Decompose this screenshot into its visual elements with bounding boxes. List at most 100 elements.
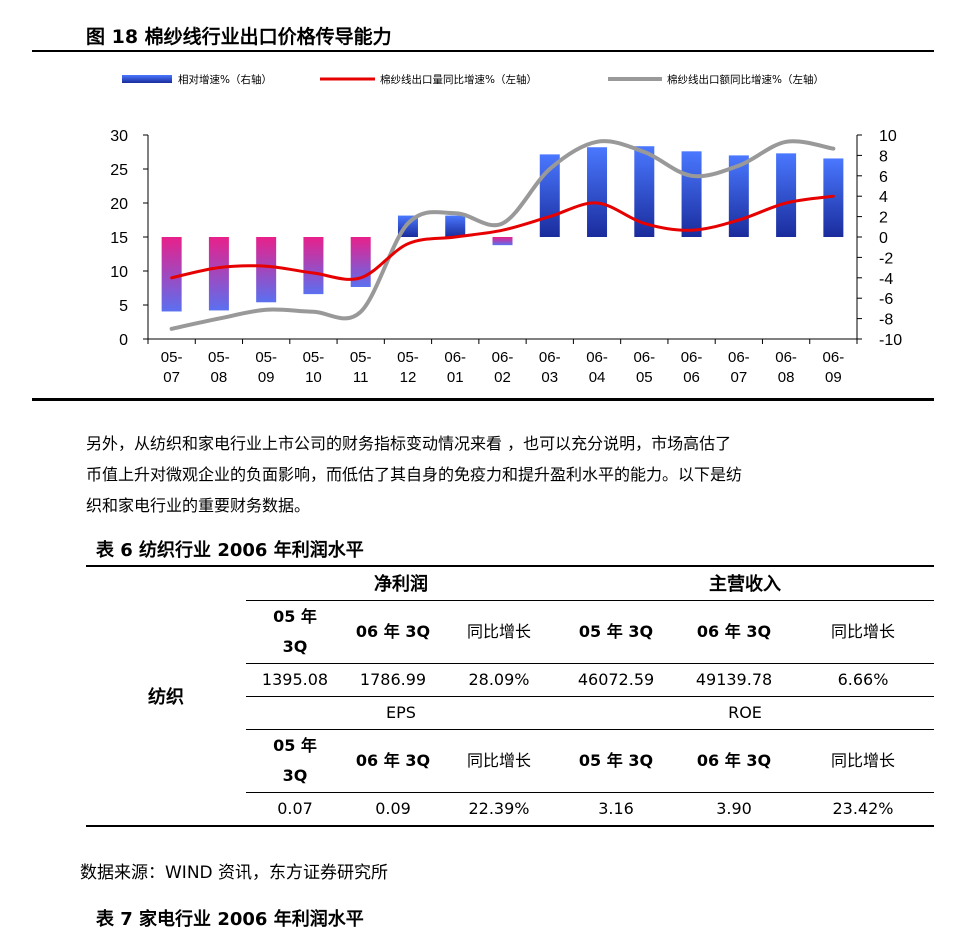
value-cell: 23.42% [792,792,934,826]
right-tick-label: 10 [879,128,897,145]
chart-legend: 相对增速%（右轴） 棉纱线出口量同比增速%（左轴） 棉纱线出口额同比增速%（左轴） [122,73,824,86]
table-row: 1395.08 1786.99 28.09% 46072.59 49139.78… [86,663,934,697]
x-tick-label: 06- [633,349,655,366]
header-cell: 05 年 3Q [556,600,676,664]
bar [208,237,229,311]
bar [728,155,749,237]
right-tick-label: 4 [879,189,888,206]
x-tick-label: 07 [730,369,747,386]
x-tick-label: 06 [683,369,700,386]
header-cell: 06 年 3Q [344,600,442,664]
x-tick-label: 05- [350,349,372,366]
x-tick-label: 04 [589,369,606,386]
header-cell: 同比增长 [792,600,934,664]
right-tick-label: 2 [879,210,888,227]
value-cell: 1395.08 [246,663,344,697]
right-tick-label: -8 [879,312,893,329]
x-tick-label: 09 [258,369,275,386]
export-price-chart: 相对增速%（右轴） 棉纱线出口量同比增速%（左轴） 棉纱线出口额同比增速%（左轴） … [110,73,902,386]
value-cell: 3.90 [676,792,792,826]
x-tick-label: 09 [825,369,842,386]
x-tick-label: 06- [823,349,845,366]
legend-label: 棉纱线出口量同比增速%（左轴） [380,73,537,86]
x-tick-label: 12 [400,369,417,386]
left-tick-label: 10 [110,264,128,281]
bar [303,237,324,295]
bar [492,237,513,246]
bar [256,237,277,303]
value-growth-line [169,139,836,331]
x-tick-label: 08 [778,369,795,386]
group-header-revenue: 主营收入 [709,574,781,596]
bar [161,237,182,312]
table6: 纺织 净利润 主营收入 05 年 3Q 06 年 3Q 同比增长 05 年 3Q … [86,565,934,827]
left-tick-label: 0 [119,332,128,349]
group-header-net-profit: 净利润 [374,574,428,596]
table-row: 0.07 0.09 22.39% 3.16 3.90 23.42% [86,792,934,826]
x-tick-label: 10 [305,369,322,386]
bar [634,146,655,237]
left-tick-label: 25 [110,162,128,179]
value-cell: 6.66% [792,663,934,697]
value-cell: 22.39% [442,792,556,826]
right-tick-label: -2 [879,250,893,267]
value-cell: 28.09% [442,663,556,697]
header-cell: 06 年 3Q [344,729,442,793]
x-tick-label: 06- [492,349,514,366]
x-tick-label: 11 [353,369,369,386]
bar [587,147,608,237]
x-tick-label: 05- [255,349,277,366]
x-tick-label: 06- [444,349,466,366]
bar [445,215,466,237]
header-cell: 06 年 3Q [676,729,792,793]
volume-growth-line [170,194,835,281]
x-tick-label: 05- [397,349,419,366]
right-tick-label: 6 [879,169,888,186]
x-tick-label: 08 [211,369,228,386]
paragraph-line: 币值上升对微观企业的负面影响，而低估了其自身的免疫力和提升盈利水平的能力。以下是… [86,465,743,484]
legend-label: 相对增速%（右轴） [178,73,272,86]
x-tick-label: 06- [539,349,561,366]
line-series [169,139,836,331]
paragraph-line: 织和家电行业的重要财务数据。 [86,496,311,515]
legend-label: 棉纱线出口额同比增速%（左轴） [667,73,824,86]
x-tick-label: 06- [586,349,608,366]
value-cell: 49139.78 [676,663,792,697]
header-cell: 05 年 3Q [246,600,344,664]
tick-labels: 051015202530-10-8-6-4-2024681005-0705-08… [110,128,902,386]
header-cell: 05 年 3Q [556,729,676,793]
left-tick-label: 20 [110,196,128,213]
header-cell: 同比增长 [442,600,556,664]
x-tick-label: 05- [208,349,230,366]
left-tick-label: 5 [119,298,128,315]
table7-title: 表 7 家电行业 2006 年利润水平 [96,909,364,930]
bar [681,151,702,237]
value-cell: 1786.99 [344,663,442,697]
body-paragraph: 另外，从纺织和家电行业上市公司的财务指标变动情况来看 ，也可以充分说明，市场高估… [86,428,946,521]
x-tick-label: 07 [163,369,180,386]
chart-axes [143,134,862,344]
value-cell: 0.07 [246,792,344,826]
category-cell: 纺织 [148,686,184,708]
right-tick-label: -10 [879,332,902,349]
top-rule [32,50,934,52]
x-tick-label: 05- [303,349,325,366]
header-cell: 同比增长 [442,729,556,793]
x-tick-label: 06- [728,349,750,366]
x-tick-label: 02 [494,369,511,386]
figure-title: 图 18 棉纱线行业出口价格传导能力 [86,26,392,48]
table6-title: 表 6 纺织行业 2006 年利润水平 [96,540,364,561]
x-tick-label: 06- [681,349,703,366]
left-tick-label: 15 [110,230,128,247]
value-cell: 0.09 [344,792,442,826]
right-tick-label: -6 [879,291,893,308]
header-cell: 06 年 3Q [676,600,792,664]
value-cell: 46072.59 [556,663,676,697]
paragraph-line: 另外，从纺织和家电行业上市公司的财务指标变动情况来看 ，也可以充分说明，市场高估… [86,434,732,453]
x-tick-label: 05- [161,349,183,366]
bar [776,153,797,237]
bar-series [161,146,844,312]
data-source: 数据来源：WIND 资讯，东方证券研究所 [80,863,389,883]
header-cell: 05 年 3Q [246,729,344,793]
left-tick-label: 30 [110,128,128,145]
